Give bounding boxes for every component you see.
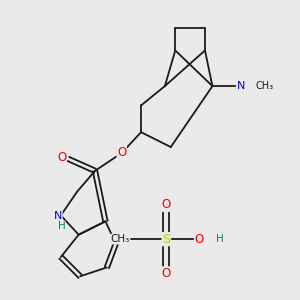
Text: O: O: [194, 233, 204, 246]
Text: CH₃: CH₃: [110, 234, 129, 244]
Text: O: O: [162, 199, 171, 212]
Text: O: O: [162, 267, 171, 280]
Text: H: H: [216, 234, 224, 244]
Text: H: H: [58, 221, 65, 231]
Text: N: N: [236, 81, 245, 91]
Text: N: N: [54, 211, 62, 221]
Text: CH₃: CH₃: [256, 81, 274, 91]
Text: O: O: [57, 151, 66, 164]
Text: S: S: [162, 233, 170, 246]
Text: O: O: [117, 146, 126, 160]
